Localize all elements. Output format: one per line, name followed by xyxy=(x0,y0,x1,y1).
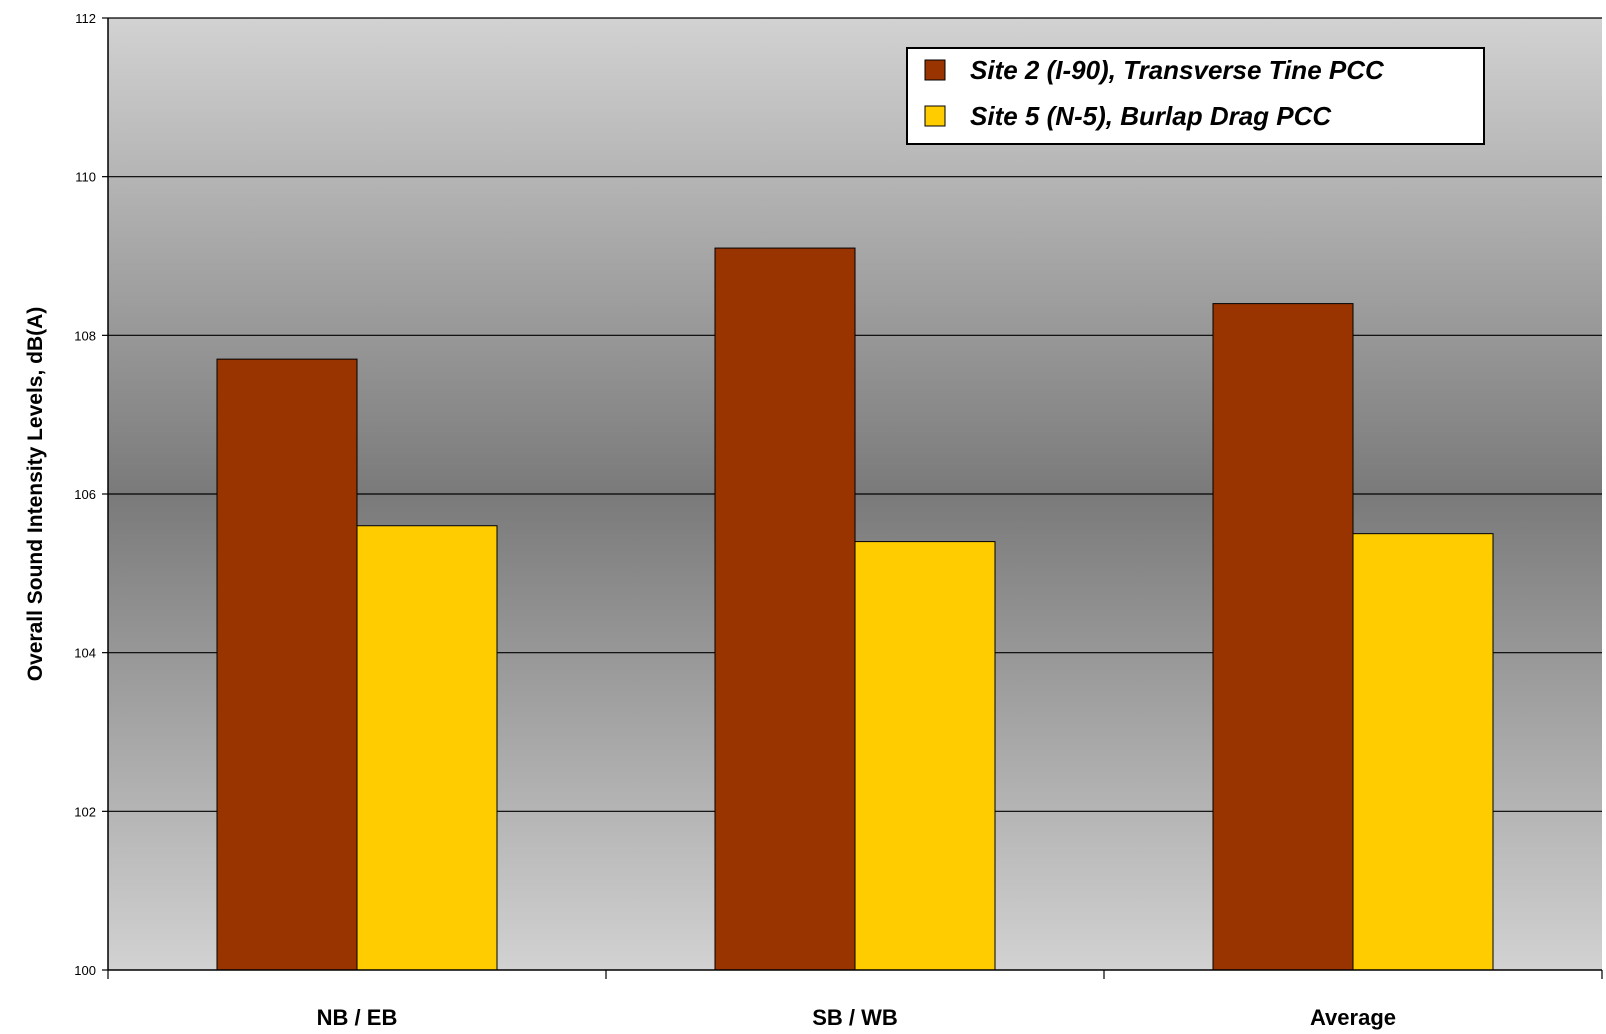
bar-1-2 xyxy=(714,247,856,971)
x-category-labels: NB / EB SB / WB Average xyxy=(317,1005,1396,1030)
y-tick-label: 112 xyxy=(75,11,96,26)
y-tick-label: 106 xyxy=(74,487,96,502)
legend-label-2: Site 5 (N-5), Burlap Drag PCC xyxy=(970,101,1332,131)
y-tick-label: 110 xyxy=(75,170,96,185)
x-category-label: NB / EB xyxy=(317,1005,398,1030)
bars xyxy=(216,247,1494,971)
y-tick-label: 104 xyxy=(74,646,96,661)
y-tick-label: 108 xyxy=(74,328,96,343)
y-axis-title: Overall Sound Intensity Levels, dB(A) xyxy=(24,307,47,682)
bar-1-3 xyxy=(1212,303,1354,971)
bar-2-1 xyxy=(356,525,498,971)
x-category-label: SB / WB xyxy=(812,1005,898,1030)
y-tick-labels: 100 102 104 106 108 110 112 xyxy=(74,11,96,978)
y-tick-label: 100 xyxy=(74,963,96,978)
bar-2-3 xyxy=(1352,533,1494,971)
x-category-label: Average xyxy=(1310,1005,1396,1030)
legend-swatch-2 xyxy=(924,105,946,127)
y-tick-label: 102 xyxy=(74,804,96,819)
axes xyxy=(102,17,1603,979)
legend-swatch-1 xyxy=(924,59,946,81)
legend-box xyxy=(906,47,1485,145)
legend-label-1: Site 2 (I-90), Transverse Tine PCC xyxy=(970,55,1385,85)
bar-2-2 xyxy=(854,541,996,971)
legend: Site 2 (I-90), Transverse Tine PCC Site 5… xyxy=(906,47,1485,145)
bar-1-1 xyxy=(216,358,358,971)
